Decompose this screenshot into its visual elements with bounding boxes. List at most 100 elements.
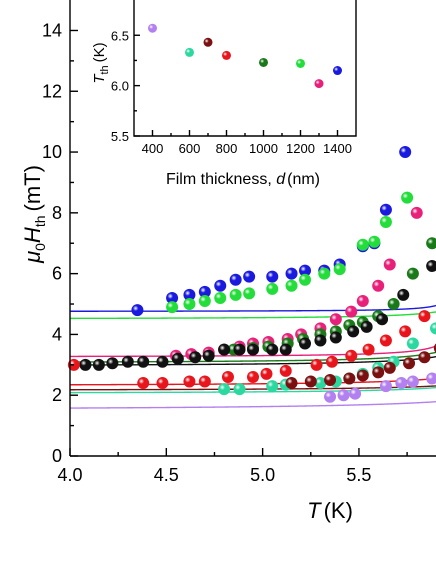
data-points <box>67 146 436 403</box>
inset-data-point <box>203 37 213 47</box>
data-point <box>218 383 231 396</box>
data-point <box>266 282 279 295</box>
data-point <box>426 260 436 273</box>
data-point <box>266 343 279 356</box>
inset-x-tick-label: 1000 <box>249 141 278 156</box>
data-point <box>198 294 211 307</box>
data-point <box>299 273 312 286</box>
data-point <box>433 343 436 353</box>
y-tick-label: 8 <box>52 203 62 223</box>
data-point <box>347 325 360 338</box>
data-point <box>426 372 436 385</box>
data-point <box>266 380 279 393</box>
data-point <box>310 358 323 371</box>
inset-data-point <box>148 23 157 33</box>
data-point <box>229 273 242 286</box>
data-point <box>229 288 242 301</box>
data-point <box>379 215 392 228</box>
inset-x-tick-label: 400 <box>142 141 164 156</box>
x-tick-label: 4.5 <box>154 465 179 485</box>
data-point <box>324 390 337 403</box>
y-tick-label: 10 <box>42 142 62 162</box>
data-point <box>376 313 389 326</box>
data-point <box>418 351 431 364</box>
y-tick-label: 12 <box>42 81 62 101</box>
data-point <box>345 305 358 318</box>
data-point <box>387 298 400 311</box>
data-point <box>362 343 375 356</box>
inset-y-axis-label: Tth(K) <box>91 42 111 83</box>
inset-x-axis-label: Film thickness, d (nm) <box>166 171 320 188</box>
data-point <box>183 375 196 388</box>
y-tick-label: 0 <box>52 446 62 466</box>
x-tick-labels: 4.0 4.5 5.0 5.5 <box>57 465 371 485</box>
data-point <box>333 263 346 276</box>
data-point <box>299 337 312 350</box>
data-point <box>233 383 246 396</box>
data-point <box>260 367 273 380</box>
data-point <box>218 343 231 356</box>
inset-y-tick-label: 6.0 <box>111 79 129 94</box>
data-point <box>372 279 385 292</box>
data-point <box>430 322 436 335</box>
data-point <box>137 377 150 390</box>
data-point <box>156 377 169 390</box>
inset-data-point <box>222 50 231 60</box>
data-point <box>349 387 362 400</box>
fit-curve-5 <box>70 377 436 386</box>
fit-curve-6 <box>70 386 436 394</box>
y-axis-label: μ0Hth(mT) <box>20 165 48 264</box>
data-point <box>183 298 196 311</box>
y-tick-label: 14 <box>42 20 62 40</box>
data-point <box>337 389 350 402</box>
data-point <box>285 279 298 292</box>
data-point <box>304 375 317 388</box>
inset-axes <box>133 0 357 137</box>
data-point <box>406 267 419 280</box>
data-point <box>233 343 246 356</box>
data-point <box>406 375 419 388</box>
data-point <box>166 301 179 314</box>
data-point <box>406 337 419 350</box>
data-point <box>426 237 436 250</box>
x-tick-label: 4.0 <box>57 465 82 485</box>
data-point <box>243 270 256 283</box>
data-point <box>299 264 312 277</box>
data-point <box>92 358 105 371</box>
x-axis-label: T (K) <box>307 498 353 523</box>
data-point <box>131 304 144 317</box>
data-point <box>156 355 169 368</box>
inset-data-point <box>314 79 324 89</box>
data-point <box>106 357 119 370</box>
data-point <box>329 313 342 326</box>
data-point <box>198 375 211 388</box>
y-tick-label: 4 <box>52 324 62 344</box>
data-point <box>379 203 392 216</box>
data-point <box>403 357 416 370</box>
data-point <box>397 288 410 301</box>
data-point <box>137 355 150 368</box>
data-point <box>183 288 196 301</box>
data-point <box>214 291 227 304</box>
data-point <box>368 235 381 248</box>
y-tick-label: 2 <box>52 385 62 405</box>
data-point <box>266 270 279 283</box>
y-tick-labels: 0 2 4 6 8 10 12 14 <box>42 20 62 466</box>
inset-background <box>90 0 368 192</box>
data-point <box>189 351 202 364</box>
inset-data-points <box>148 23 342 89</box>
inset-x-tick-label: 600 <box>179 141 201 156</box>
fit-curve-7 <box>69 385 436 391</box>
inset-x-tick-label: 1400 <box>323 141 352 156</box>
data-point <box>401 191 414 204</box>
inset-y-tick-label: 5.5 <box>111 129 129 144</box>
data-point <box>324 374 337 387</box>
data-point <box>379 380 392 393</box>
data-point <box>410 206 423 219</box>
data-point <box>221 370 234 383</box>
data-point <box>356 369 369 382</box>
data-point <box>399 146 412 159</box>
data-point <box>79 358 92 371</box>
data-point <box>202 349 215 362</box>
data-point <box>360 320 373 333</box>
